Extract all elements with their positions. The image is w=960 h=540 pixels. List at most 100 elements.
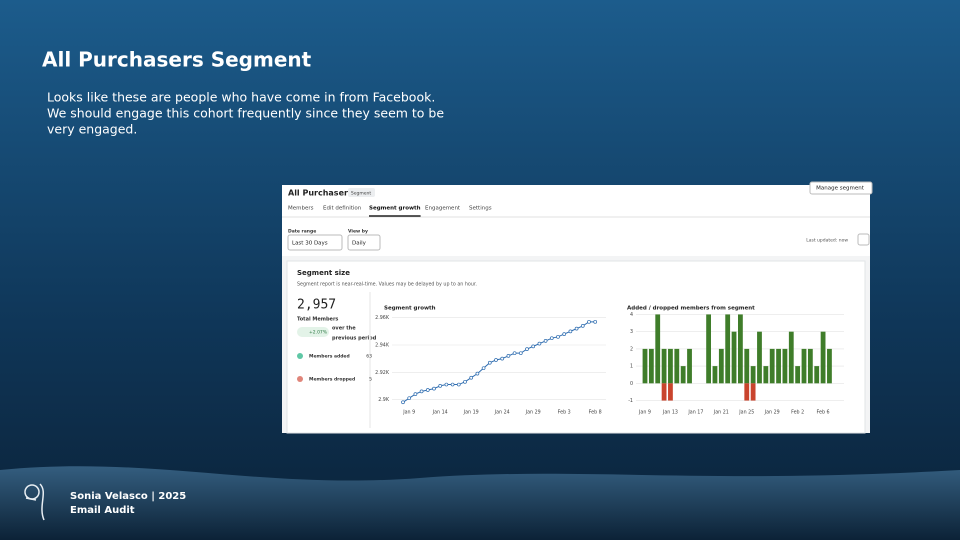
x-tick-label: Jan 14	[432, 410, 448, 416]
point	[469, 375, 474, 380]
x-tick-label: Jan 17	[687, 410, 703, 416]
x-tick-label: Feb 3	[558, 410, 571, 416]
bar	[776, 348, 781, 384]
point	[518, 351, 523, 356]
x-tick-label: Jan 21	[713, 410, 729, 416]
manage-button[interactable]	[809, 181, 873, 195]
y-tick-label: 2.94K	[375, 343, 390, 349]
body-text: We should engage this cohort frequently …	[47, 106, 444, 121]
view-by-value[interactable]: Daily	[352, 241, 367, 247]
legend-count: 5	[369, 377, 372, 383]
point	[593, 319, 598, 324]
legend-dot	[297, 353, 303, 359]
bar	[757, 331, 762, 384]
x-tick-label: Feb 8	[589, 410, 602, 416]
legend-count: 63	[366, 354, 372, 360]
section-title: Segment size	[297, 269, 350, 277]
bar	[668, 348, 673, 384]
bar	[820, 331, 826, 384]
x-tick-label: Feb 2	[791, 410, 804, 416]
manage-label[interactable]: Manage segment	[816, 186, 865, 192]
bar	[782, 348, 788, 384]
bar	[674, 348, 680, 384]
bar	[655, 314, 661, 384]
bar	[769, 348, 775, 384]
bar	[738, 314, 743, 384]
bar	[648, 348, 654, 384]
tab[interactable]: Members	[288, 206, 314, 212]
logo	[24, 483, 45, 521]
point	[401, 400, 405, 405]
bar	[750, 383, 756, 401]
y-tick-label: 2	[630, 346, 633, 352]
legend-label: Members dropped	[309, 377, 355, 383]
point	[432, 386, 436, 391]
point	[506, 354, 511, 358]
tab[interactable]: Edit definition	[323, 206, 362, 212]
point	[475, 371, 480, 376]
change-note: over the	[332, 326, 356, 332]
bar	[763, 366, 769, 384]
point	[450, 382, 455, 387]
change: +2.07%	[309, 330, 328, 336]
point	[494, 358, 498, 362]
point	[587, 319, 591, 324]
bar	[661, 348, 667, 384]
x-tick-label: Jan 29	[764, 410, 780, 416]
point	[580, 324, 585, 328]
segment-heading: All Purchasers	[288, 189, 353, 198]
total-label: Total Members	[297, 317, 338, 323]
y-tick-label: 0	[630, 381, 633, 387]
x-tick-label: Jan 9	[402, 410, 415, 416]
date-range-label: Date range	[288, 229, 316, 235]
legend-dot	[297, 376, 303, 382]
point	[463, 379, 467, 384]
tab[interactable]: Segment growth	[369, 206, 421, 212]
bar	[750, 366, 756, 384]
body-text: very engaged.	[47, 122, 137, 137]
bar	[795, 366, 801, 384]
point	[487, 360, 492, 365]
point	[574, 326, 579, 331]
y-tick-label: -1	[628, 398, 633, 404]
report-card	[286, 260, 866, 434]
x-tick-label: Feb 6	[817, 410, 830, 416]
tab[interactable]: Engagement	[425, 206, 461, 212]
x-tick-label: Jan 24	[494, 410, 510, 416]
bar	[788, 331, 794, 384]
bar	[814, 366, 820, 384]
point	[413, 392, 418, 396]
bar	[668, 383, 673, 401]
point	[438, 384, 443, 388]
y-tick-label: 2.9K	[378, 397, 390, 403]
point	[537, 341, 542, 346]
x-tick-label: Jan 9	[638, 410, 651, 416]
tab[interactable]: Settings	[469, 206, 492, 212]
point	[549, 336, 554, 341]
point	[562, 332, 567, 336]
point	[543, 339, 548, 343]
x-tick-label: Jan 25	[738, 410, 754, 416]
point	[419, 389, 424, 394]
refresh-button[interactable]	[857, 233, 870, 246]
date-range-value[interactable]: Last 30 Days	[292, 241, 328, 247]
bar	[725, 314, 731, 384]
bar	[718, 348, 724, 384]
screenshot: All Purchasers Segment Manage segment Da…	[282, 181, 873, 434]
date-range-select[interactable]	[287, 234, 343, 251]
bar	[744, 348, 750, 384]
x-tick-label: Jan 29	[525, 410, 541, 416]
view-by-select[interactable]	[347, 234, 381, 251]
y-tick-label: 1	[630, 364, 633, 370]
point	[425, 388, 430, 392]
point	[512, 351, 517, 356]
point	[525, 347, 529, 351]
bar	[827, 348, 832, 384]
chart-title: Segment growth	[384, 306, 436, 312]
point	[500, 356, 505, 361]
legend-label: Members added	[309, 354, 350, 360]
point	[556, 334, 560, 339]
point	[407, 396, 412, 401]
badge-bg	[348, 188, 375, 197]
view-by-label: View by	[348, 229, 368, 235]
